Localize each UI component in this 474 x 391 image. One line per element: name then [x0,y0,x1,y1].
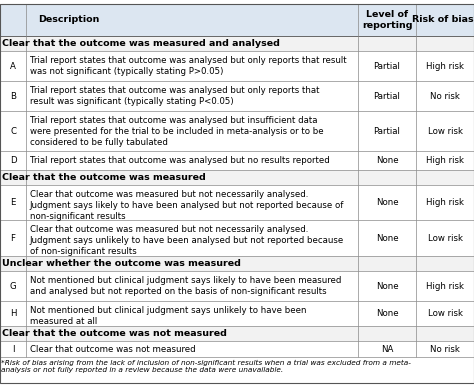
Bar [0,111,474,151]
Text: No risk: No risk [430,344,460,353]
Text: *Risk of bias arising from the lack of inclusion of non-significant results when: *Risk of bias arising from the lack of i… [1,359,411,373]
Text: C: C [10,127,16,136]
Text: Clear that the outcome was measured and analysed: Clear that the outcome was measured and … [2,39,280,48]
Text: A: A [10,61,16,70]
Text: H: H [10,309,16,318]
Bar [0,221,474,256]
Bar [0,36,474,51]
Text: Not mentioned but clinical judgment says likely to have been measured
and analys: Not mentioned but clinical judgment says… [30,276,341,296]
Text: None: None [376,234,398,243]
Text: Low risk: Low risk [428,309,463,318]
Text: High risk: High risk [426,198,464,207]
Text: None: None [376,198,398,207]
Text: Risk of bias*: Risk of bias* [412,15,474,24]
Bar [0,81,474,111]
Text: Clear that the outcome was measured: Clear that the outcome was measured [2,173,206,182]
Text: Partial: Partial [374,127,401,136]
Text: Partial: Partial [374,91,401,100]
Bar [0,256,474,271]
Bar [0,185,474,221]
Text: Clear that outcome was not measured: Clear that outcome was not measured [30,345,195,354]
Text: G: G [9,282,17,291]
Text: Trial report states that outcome was analysed but insufficient data
were present: Trial report states that outcome was ana… [30,116,323,147]
Text: Unclear whether the outcome was measured: Unclear whether the outcome was measured [2,259,241,268]
Text: Level of
reporting: Level of reporting [362,10,412,30]
Text: High risk: High risk [426,282,464,291]
Text: F: F [10,234,16,243]
Text: Trial report states that outcome was analysed but no results reported: Trial report states that outcome was ana… [30,156,329,165]
Text: Partial: Partial [374,61,401,70]
Text: None: None [376,282,398,291]
Text: Low risk: Low risk [428,234,463,243]
Text: High risk: High risk [426,156,464,165]
Text: Description: Description [38,15,99,24]
Text: NA: NA [381,344,393,353]
Bar [0,301,474,326]
Text: Trial report states that outcome was analysed but only reports that result
was n: Trial report states that outcome was ana… [30,56,346,76]
Text: None: None [376,156,398,165]
Text: No risk: No risk [430,91,460,100]
Bar [0,271,474,301]
Text: High risk: High risk [426,61,464,70]
Text: Clear that outcome was measured but not necessarily analysed.
Judgment says like: Clear that outcome was measured but not … [30,190,344,221]
Text: None: None [376,309,398,318]
Bar [0,326,474,341]
Text: Clear that the outcome was not measured: Clear that the outcome was not measured [2,328,227,337]
Text: Clear that outcome was measured but not necessarily analysed.
Judgment says unli: Clear that outcome was measured but not … [30,225,344,256]
Text: B: B [10,91,16,100]
Text: Low risk: Low risk [428,127,463,136]
Text: Trial report states that outcome was analysed but only reports that
result was s: Trial report states that outcome was ana… [30,86,319,106]
Bar [0,341,474,357]
Text: Not mentioned but clinical judgment says unlikely to have been
measured at all: Not mentioned but clinical judgment says… [30,306,306,326]
Text: E: E [10,198,16,207]
Bar [0,151,474,170]
Bar [0,51,474,81]
Bar [0,4,474,36]
Bar [0,170,474,185]
Text: I: I [12,344,14,353]
Text: D: D [10,156,16,165]
